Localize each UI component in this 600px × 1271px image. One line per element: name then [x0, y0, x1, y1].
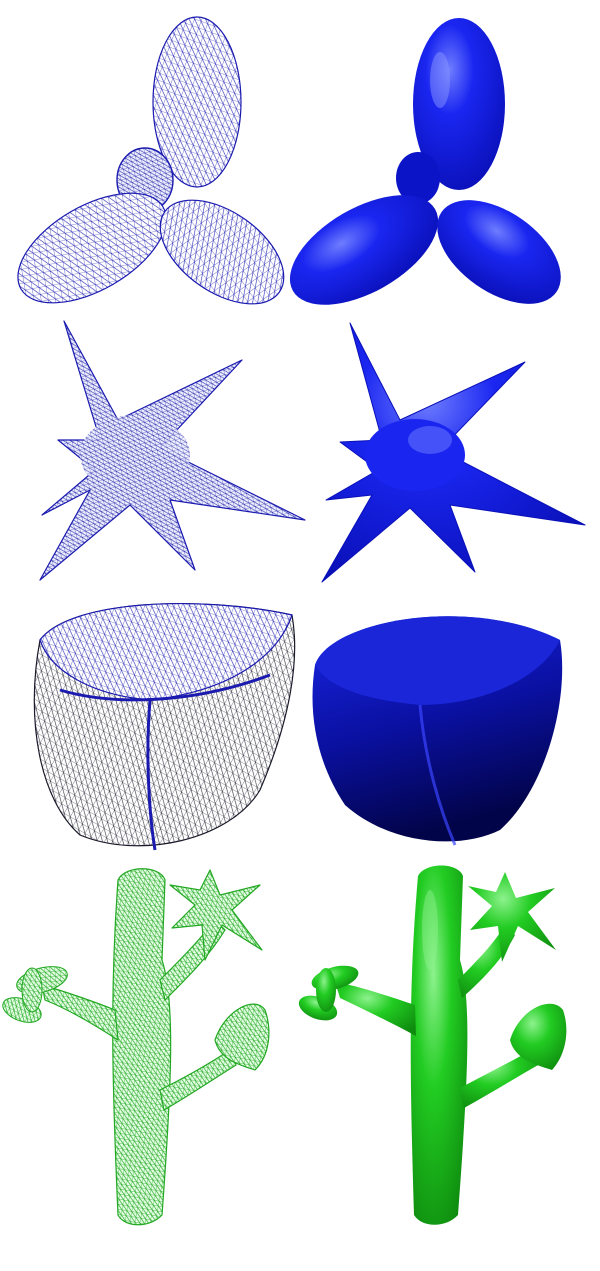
bowl-shaded — [312, 616, 563, 846]
trefoil-shaded — [289, 18, 561, 305]
star-wireframe — [39, 320, 306, 581]
bowl-wireframe — [33, 603, 296, 851]
tree-shaded — [298, 865, 567, 1225]
trefoil-wireframe — [17, 16, 285, 305]
tree-wireframe — [2, 868, 270, 1226]
star-shaded — [321, 322, 586, 583]
